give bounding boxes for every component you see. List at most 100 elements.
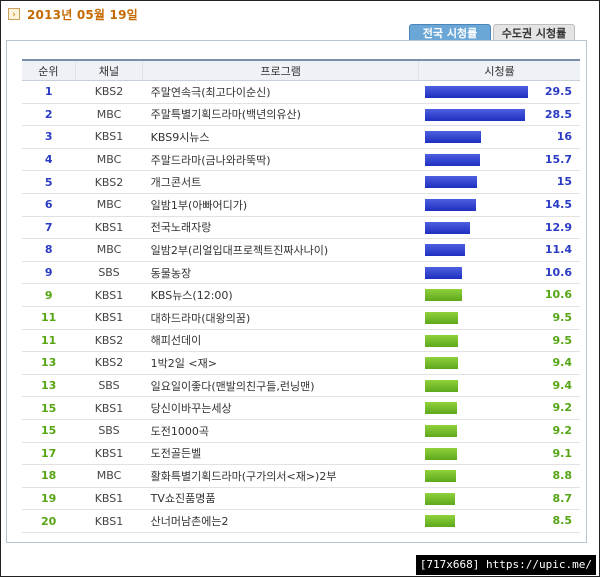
rank-cell: 1 <box>22 80 76 104</box>
table-row[interactable]: 17 KBS1 도전골든벨 9.1 <box>22 442 580 466</box>
tab-national-ratings[interactable]: 전국 시청률 <box>409 24 491 42</box>
program-cell: 주말드라마(금나와라뚝딱) <box>142 148 419 172</box>
channel-cell: MBC <box>75 238 143 262</box>
channel-cell: KBS1 <box>75 283 143 307</box>
rating-cell: 10.6 <box>418 283 580 307</box>
channel-cell: MBC <box>75 193 143 217</box>
rank-cell: 9 <box>22 283 76 307</box>
table-row[interactable]: 15 KBS1 당신이바꾸는세상 9.2 <box>22 396 580 420</box>
rating-bar <box>424 153 480 166</box>
rating-cell: 15 <box>418 170 580 194</box>
channel-cell: KBS1 <box>75 442 143 466</box>
program-cell: 일밤2부(리얼입대프로젝트진짜사나이) <box>142 238 419 262</box>
column-header-program: 프로그램 <box>142 59 419 81</box>
column-header-channel: 채널 <box>74 59 143 81</box>
watermark: [717x668] https://upic.me/ <box>415 555 596 575</box>
tab-metro-label: 수도권 시청률 <box>501 27 567 40</box>
table-row[interactable]: 18 MBC 활화특별기획드라마(구가의서<재>)2부 8.8 <box>22 464 580 488</box>
rating-value: 9.5 <box>552 310 573 324</box>
table-row[interactable]: 13 SBS 일요일이좋다(맨발의친구들,런닝맨) 9.4 <box>22 374 580 398</box>
column-header-rating: 시청률 <box>418 59 580 81</box>
table-row[interactable]: 8 MBC 일밤2부(리얼입대프로젝트진짜사나이) 11.4 <box>22 238 580 262</box>
channel-cell: MBC <box>75 464 143 488</box>
channel-cell: KBS2 <box>75 170 143 194</box>
rating-value: 9.2 <box>552 401 573 415</box>
rating-cell: 9.2 <box>418 396 580 420</box>
rating-value: 8.5 <box>552 514 573 528</box>
rating-value: 9.4 <box>552 378 573 392</box>
program-cell: 도전1000곡 <box>142 419 419 443</box>
rating-cell: 10.6 <box>418 261 580 285</box>
rating-value: 15.7 <box>544 152 572 166</box>
table-row[interactable]: 13 KBS2 1박2일 <재> 9.4 <box>22 351 580 375</box>
program-cell: TV쇼진품명품 <box>142 487 419 511</box>
rating-bar <box>424 221 470 234</box>
rating-bar <box>424 470 456 483</box>
rating-bar <box>424 515 455 528</box>
tab-national-label: 전국 시청률 <box>422 27 478 40</box>
channel-cell: MBC <box>75 103 143 127</box>
table-row[interactable]: 19 KBS1 TV쇼진품명품 8.7 <box>22 487 580 511</box>
channel-cell: KBS2 <box>75 80 143 104</box>
rank-cell: 2 <box>22 103 76 127</box>
rating-cell: 9.1 <box>418 442 580 466</box>
rating-bar <box>424 198 476 211</box>
rank-cell: 3 <box>22 125 76 149</box>
rating-value: 12.9 <box>544 220 572 234</box>
rank-cell: 15 <box>22 396 76 420</box>
table-row[interactable]: 5 KBS2 개그콘서트 15 <box>22 170 580 194</box>
program-cell: 당신이바꾸는세상 <box>142 396 419 420</box>
channel-cell: KBS2 <box>75 351 143 375</box>
rating-value: 10.6 <box>544 288 572 302</box>
chevron-right-icon[interactable]: › <box>8 8 20 20</box>
rating-value: 9.2 <box>552 423 573 437</box>
rating-value: 9.1 <box>552 446 573 460</box>
rating-value: 9.5 <box>552 333 573 347</box>
channel-cell: KBS1 <box>75 396 143 420</box>
rating-value: 28.5 <box>544 107 572 121</box>
rank-cell: 11 <box>22 306 76 330</box>
table-row[interactable]: 2 MBC 주말특별기획드라마(백년의유산) 28.5 <box>22 103 580 127</box>
rating-bar <box>424 357 458 370</box>
table-row[interactable]: 20 KBS1 산너머남촌에는2 8.5 <box>22 509 580 533</box>
table-row[interactable]: 9 KBS1 KBS뉴스(12:00) 10.6 <box>22 283 580 307</box>
rating-bar <box>424 334 458 347</box>
rating-value: 9.4 <box>552 356 573 370</box>
table-row[interactable]: 15 SBS 도전1000곡 9.2 <box>22 419 580 443</box>
rating-cell: 11.4 <box>418 238 580 262</box>
rank-cell: 6 <box>22 193 76 217</box>
column-header-rank: 순위 <box>22 59 76 81</box>
rank-cell: 20 <box>22 509 76 533</box>
rating-cell: 9.5 <box>418 306 580 330</box>
rank-cell: 4 <box>22 148 76 172</box>
rating-value: 29.5 <box>544 85 572 98</box>
table-row[interactable]: 3 KBS1 KBS9시뉴스 16 <box>22 125 580 149</box>
rank-cell: 19 <box>22 487 76 511</box>
table-row[interactable]: 9 SBS 동물농장 10.6 <box>22 261 580 285</box>
rating-cell: 9.5 <box>418 329 580 353</box>
program-cell: 도전골든벨 <box>142 442 419 466</box>
table-row[interactable]: 6 MBC 일밤1부(아빠어디가) 14.5 <box>22 193 580 217</box>
table-row[interactable]: 7 KBS1 전국노래자랑 12.9 <box>22 216 580 240</box>
date-header: › 2013년 05월 19일 <box>8 6 138 22</box>
table-row[interactable]: 1 KBS2 주말연속극(최고다이순신) 29.5 <box>22 80 580 104</box>
rating-bar <box>424 266 462 279</box>
program-cell: 동물농장 <box>142 261 419 285</box>
channel-cell: SBS <box>75 374 143 398</box>
rating-value: 15 <box>556 175 572 189</box>
rating-cell: 29.5 <box>418 80 580 104</box>
rank-cell: 17 <box>22 442 76 466</box>
rating-bar <box>424 447 457 460</box>
rating-cell: 28.5 <box>418 103 580 127</box>
rating-value: 8.7 <box>552 491 573 505</box>
table-row[interactable]: 4 MBC 주말드라마(금나와라뚝딱) 15.7 <box>22 148 580 172</box>
table-row[interactable]: 11 KBS2 해피선데이 9.5 <box>22 329 580 353</box>
table-row[interactable]: 11 KBS1 대하드라마(대왕의꿈) 9.5 <box>22 306 580 330</box>
rating-cell: 12.9 <box>418 216 580 240</box>
program-cell: KBS뉴스(12:00) <box>142 283 419 307</box>
rating-bar <box>424 289 462 302</box>
program-cell: 대하드라마(대왕의꿈) <box>142 306 419 330</box>
program-cell: 해피선데이 <box>142 329 419 353</box>
channel-cell: KBS1 <box>75 306 143 330</box>
date-label: 2013년 05월 19일 <box>27 7 138 22</box>
